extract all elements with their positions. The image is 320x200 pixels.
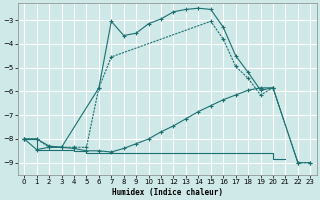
X-axis label: Humidex (Indice chaleur): Humidex (Indice chaleur) [112, 188, 223, 197]
